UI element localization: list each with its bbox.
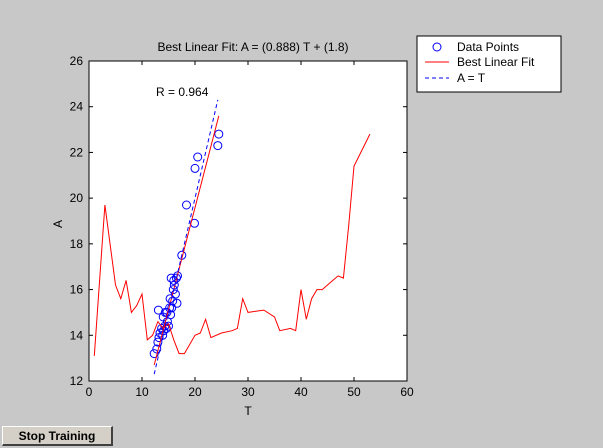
data-point-19 [167,303,177,313]
y-tick-label: 20 [70,191,84,205]
y-tick-label: 16 [70,283,84,297]
data-point-17 [166,310,176,320]
data-point-22 [168,285,178,295]
data-point-30 [182,200,191,210]
stop-training-button[interactable]: Stop Training [2,426,113,446]
r-annotation: R = 0.964 [156,85,209,99]
y-tick-label: 12 [70,374,84,388]
legend: Data Points Best Linear Fit A = T [416,35,562,93]
y-tick-label: 26 [70,54,84,68]
data-point-32 [190,163,200,173]
data-point-26 [171,273,181,283]
x-tick-label: 0 [86,385,93,399]
x-tick-label: 10 [135,385,149,399]
x-tick-label: 30 [241,385,255,399]
data-point-0 [149,349,159,359]
legend-marker-data-points [432,42,442,52]
x-tick-label: 20 [188,385,202,399]
x-tick-label: 40 [294,385,308,399]
data-point-34 [213,141,223,151]
figure-canvas: 0 10 20 30 40 50 60 12 14 16 18 20 22 24 26 Best Linea… [51,35,562,418]
x-tick-label: 50 [347,385,361,399]
chart-title: Best Linear Fit: A = (0.888) T + (1.8) [158,40,349,54]
y-tick-label: 18 [70,237,84,251]
data-point-24 [170,289,180,299]
legend-label-data-points: Data Points [457,40,519,54]
plot-area [89,61,407,381]
x-axis-label: T [244,404,252,418]
data-point-35 [214,129,224,139]
x-tick-label: 60 [400,385,414,399]
series-line-best-linear-fit-1 [93,133,371,356]
data-point-2 [153,337,163,347]
y-axis-label: A [51,220,65,228]
series-line-a-t-3 [153,99,219,375]
axes: 0 10 20 30 40 50 60 12 14 16 18 20 22 24 26 [70,54,414,399]
data-point-28 [172,298,182,308]
data-point-33 [193,152,203,162]
series-line-best-linear-fit-2 [153,115,220,366]
y-tick-label: 14 [70,328,84,342]
y-tick-label: 22 [70,145,84,159]
legend-label-a-equals-t: A = T [457,71,486,85]
legend-label-best-fit: Best Linear Fit [457,55,535,69]
y-tick-label: 24 [70,100,84,114]
data-point-27 [173,271,182,281]
plot-content [93,99,371,375]
